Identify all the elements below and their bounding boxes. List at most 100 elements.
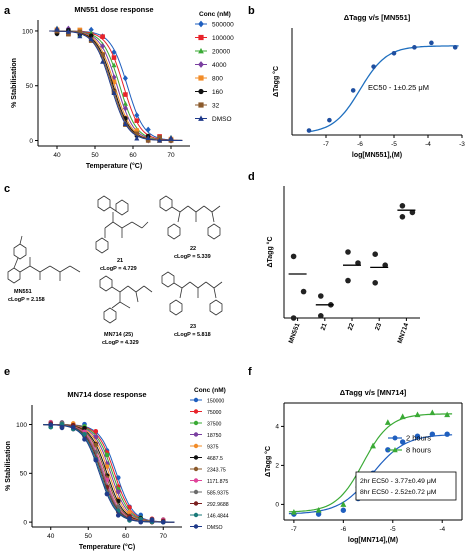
legend-marker <box>198 115 204 121</box>
x-tick-label: -7 <box>323 141 329 148</box>
ec50-annotation: 2hr EC50 - 3.77±0.49 μM <box>360 478 437 485</box>
legend-label: 500000 <box>212 22 234 29</box>
data-point <box>340 507 347 513</box>
legend-label: 9375 <box>207 445 219 451</box>
data-point <box>145 138 151 143</box>
data-point <box>399 214 406 220</box>
data-point <box>77 33 83 39</box>
data-point <box>88 26 94 33</box>
legend-label: 160 <box>212 89 223 96</box>
data-point <box>104 464 110 469</box>
chart-dtagg-mn714: -7 -6 -5 -4 0 2 4 ΔTagg v/s [MN714] log[MN714],(… <box>264 388 463 544</box>
legend-marker <box>193 455 199 460</box>
series-curve <box>43 424 175 523</box>
data-point <box>127 516 132 521</box>
legend-marker <box>198 88 204 95</box>
series-curve <box>43 424 175 523</box>
y-tick-label: 100 <box>16 422 27 429</box>
data-point <box>306 128 312 133</box>
x-tick-label: -6 <box>357 141 363 148</box>
panel-letter-d: d <box>248 171 255 183</box>
legend-label: 585.9375 <box>207 491 229 497</box>
y-tick-label: 50 <box>26 83 34 90</box>
y-tick-label: 0 <box>275 502 279 509</box>
y-tick-label: 100 <box>22 28 33 35</box>
structure-22 <box>159 195 221 240</box>
data-point <box>327 117 332 123</box>
data-point <box>452 45 458 50</box>
data-point <box>399 203 406 209</box>
data-point <box>82 437 87 442</box>
data-point <box>384 419 391 425</box>
chart-title: ΔTagg v/s [MN714] <box>340 388 407 397</box>
compound-name-23: 23 <box>190 324 196 330</box>
data-point <box>157 137 163 143</box>
legend-marker <box>198 75 204 81</box>
structure-23 <box>161 271 223 316</box>
chart-title: MN714 dose response <box>67 390 146 399</box>
data-point <box>115 513 121 518</box>
fit-curve <box>288 413 453 513</box>
data-point <box>104 491 110 497</box>
compound-name-mn551: MN551 <box>14 289 32 295</box>
structure-mn714 <box>99 275 153 324</box>
data-point <box>340 501 347 507</box>
data-point <box>93 457 99 463</box>
data-point <box>149 517 155 522</box>
data-point <box>93 442 99 448</box>
legend-label: 2343.75 <box>207 468 226 474</box>
x-tick-label: 40 <box>47 533 55 540</box>
data-point <box>399 413 406 420</box>
x-tick-label: 60 <box>129 152 137 159</box>
legend-label: 1171.875 <box>207 479 228 485</box>
legend-label: 2 hours <box>406 434 431 443</box>
legend-label: 20000 <box>212 49 230 56</box>
series-curve <box>49 30 183 141</box>
data-point <box>315 511 322 517</box>
y-tick-label: 50 <box>20 471 28 478</box>
legend-label: 4000 <box>212 62 227 69</box>
data-point <box>70 424 76 430</box>
series-curve <box>49 30 183 141</box>
y-axis-label: ΔTagg °C <box>264 446 272 477</box>
data-point <box>111 90 117 96</box>
data-point <box>168 135 174 140</box>
data-point <box>300 288 307 295</box>
legend-label: 32 <box>212 103 220 110</box>
data-point <box>414 411 421 418</box>
legend-marker <box>193 512 199 518</box>
data-point <box>115 489 121 495</box>
data-point <box>290 253 297 260</box>
y-axis-label: ΔTagg °C <box>272 66 280 97</box>
x-axis-label: Temperature (°C) <box>79 543 135 551</box>
category-label: 22 <box>347 322 356 332</box>
data-point <box>345 249 351 255</box>
data-point <box>111 79 117 85</box>
legend-marker <box>193 478 199 483</box>
data-point <box>382 262 389 269</box>
legend-label: 100000 <box>212 35 234 42</box>
compound-name-mn714: MN714 (25) <box>104 332 133 338</box>
chemical-structures: MN551 cLogP = 2.158 21 cLogP = 4.729 <box>7 195 223 346</box>
ec50-annotation: EC50 - 1±0.25 μM <box>368 83 429 92</box>
x-tick-label: -6 <box>340 526 346 533</box>
data-point <box>134 135 140 141</box>
data-point <box>100 52 105 58</box>
data-point <box>134 128 140 133</box>
legend-title: Conc (nM) <box>199 11 231 18</box>
data-point <box>115 475 121 480</box>
x-tick-label: 60 <box>122 533 130 540</box>
category-label: 23 <box>374 322 383 332</box>
compound-clogp-mn714: cLogP = 4.329 <box>102 340 139 346</box>
panel-letter-e: e <box>4 366 10 378</box>
data-point <box>127 505 132 510</box>
legend-label: 8 hours <box>406 446 431 455</box>
x-axis-label: log[MN551],(M) <box>352 152 402 159</box>
series-curve <box>49 30 183 141</box>
compound-clogp-23: cLogP = 5.818 <box>174 332 211 338</box>
panel-letter-c: c <box>4 183 10 195</box>
y-tick-label: 0 <box>29 138 33 145</box>
data-point <box>290 315 297 321</box>
data-point <box>122 121 128 127</box>
legend-label: 150000 <box>207 399 224 405</box>
